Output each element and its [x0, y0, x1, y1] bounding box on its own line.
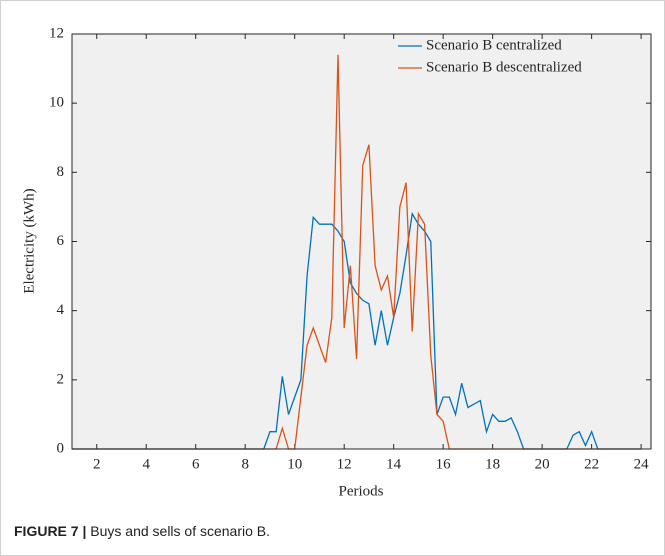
y-axis-label: Electricity (kWh)	[21, 188, 37, 293]
caption: FIGURE 7 | Buys and sells of scenario B.	[14, 523, 270, 539]
x-tick-label: 4	[142, 456, 150, 472]
legend-label: Scenario B descentralized	[426, 59, 582, 75]
x-tick-label: 22	[584, 456, 599, 472]
caption-label: FIGURE 7 |	[14, 523, 86, 539]
plot-background	[72, 34, 651, 449]
x-tick-label: 12	[337, 456, 352, 472]
y-tick-label: 4	[57, 302, 65, 318]
y-tick-label: 8	[57, 164, 65, 180]
x-tick-label: 6	[192, 456, 200, 472]
x-tick-label: 14	[386, 456, 402, 472]
x-tick-label: 16	[436, 456, 452, 472]
caption-text: Buys and sells of scenario B.	[90, 523, 270, 539]
x-tick-label: 20	[535, 456, 550, 472]
plot-frame	[71, 33, 652, 450]
y-tick-label: 10	[49, 95, 64, 111]
x-tick-label: 10	[287, 456, 302, 472]
x-axis-label: Periods	[339, 483, 384, 499]
x-tick-label: 18	[485, 456, 500, 472]
x-tick-label: 2	[93, 456, 101, 472]
legend-label: Scenario B centralized	[426, 37, 562, 53]
y-tick-label: 0	[57, 440, 65, 456]
x-tick-label: 24	[634, 456, 650, 472]
y-tick-label: 6	[57, 233, 65, 249]
y-tick-label: 12	[49, 25, 64, 41]
y-tick-label: 2	[57, 371, 65, 387]
x-tick-label: 8	[241, 456, 249, 472]
